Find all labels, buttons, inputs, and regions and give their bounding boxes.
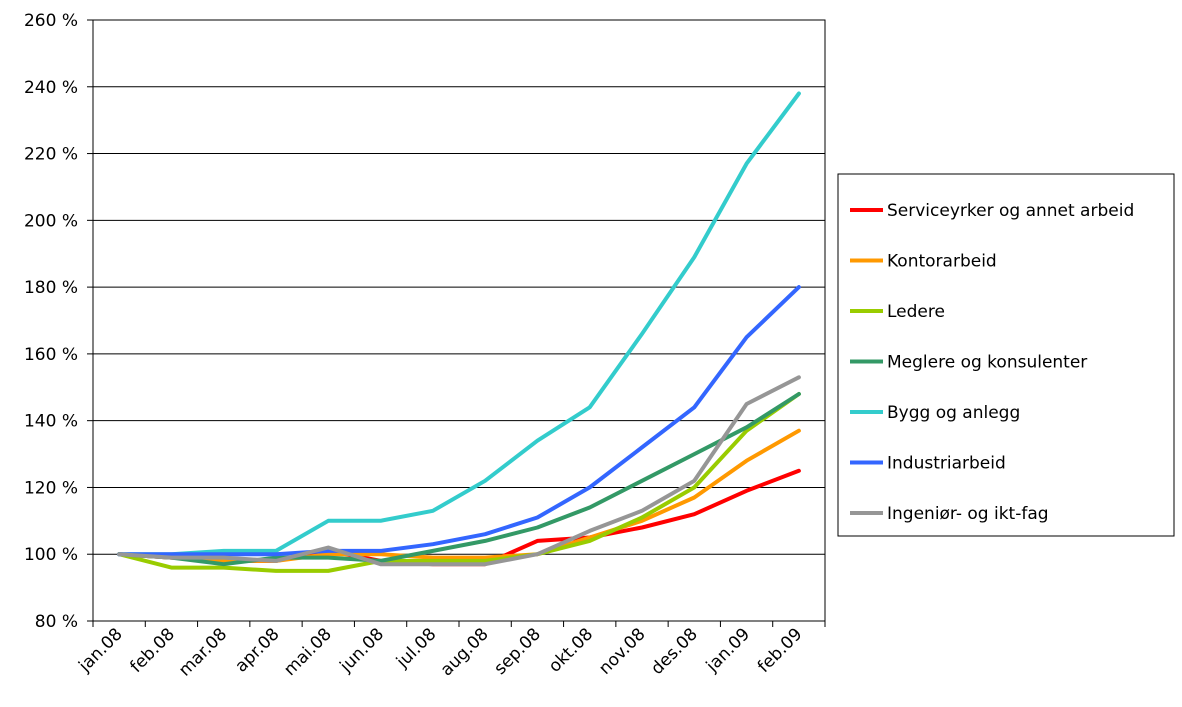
legend-box [837,173,1175,537]
y-tick-label: 180 % [24,278,78,298]
x-tick-label: nov.08 [595,624,649,678]
x-tick-label: aug.08 [437,624,493,680]
x-tick-label: jan.09 [702,624,754,676]
series-line-7 [117,375,801,567]
y-tick-label: 80 % [35,612,78,632]
plot-area [92,19,826,622]
series-lines [117,91,801,573]
series-line-2 [117,428,801,563]
legend-label: Ledere [887,302,945,322]
legend-label: Industriarbeid [887,454,1006,474]
axes [92,19,826,622]
series-line-3 [117,392,801,573]
x-tick-label: okt.08 [545,624,597,676]
x-tick-label: mar.08 [175,624,231,680]
x-tick-label: feb.08 [126,624,179,677]
legend-label: Bygg og anlegg [887,403,1020,423]
y-axis-ticks: 80 % 100 % 120 % 140 % 160 % 180 % 200 % 220 % 2… [24,11,93,632]
y-tick-label: 220 % [24,145,78,165]
x-tick-label: jul.08 [392,624,440,672]
y-tick-label: 140 % [24,412,78,432]
y-tick-label: 100 % [24,545,78,565]
series-line-6 [117,285,801,557]
y-tick-label: 200 % [24,211,78,231]
y-tick-label: 260 % [24,11,78,31]
legend-label: Meglere og konsulenter [887,353,1087,373]
x-tick-label: sep.08 [490,624,545,679]
legend-label: Kontorarbeid [887,252,997,272]
x-tick-label: jan.08 [74,624,126,676]
x-tick-label: des.08 [647,624,702,679]
x-tick-label: apr.08 [231,624,283,676]
x-tick-label: mai.08 [280,624,336,680]
legend-label: Serviceyrker og annet arbeid [887,201,1134,221]
x-tick-label: jun.08 [336,624,389,677]
gridlines [93,19,825,555]
y-tick-label: 160 % [24,345,78,365]
series-line-5 [117,91,801,557]
legend: Serviceyrker og annet arbeid Kontorarbeid… [837,173,1175,537]
y-tick-label: 240 % [24,78,78,98]
legend-label: Ingeniør- og ikt-fag [887,504,1049,524]
series-line-4 [117,392,801,567]
y-tick-label: 120 % [24,478,78,498]
x-tick-label: feb.09 [754,624,807,677]
